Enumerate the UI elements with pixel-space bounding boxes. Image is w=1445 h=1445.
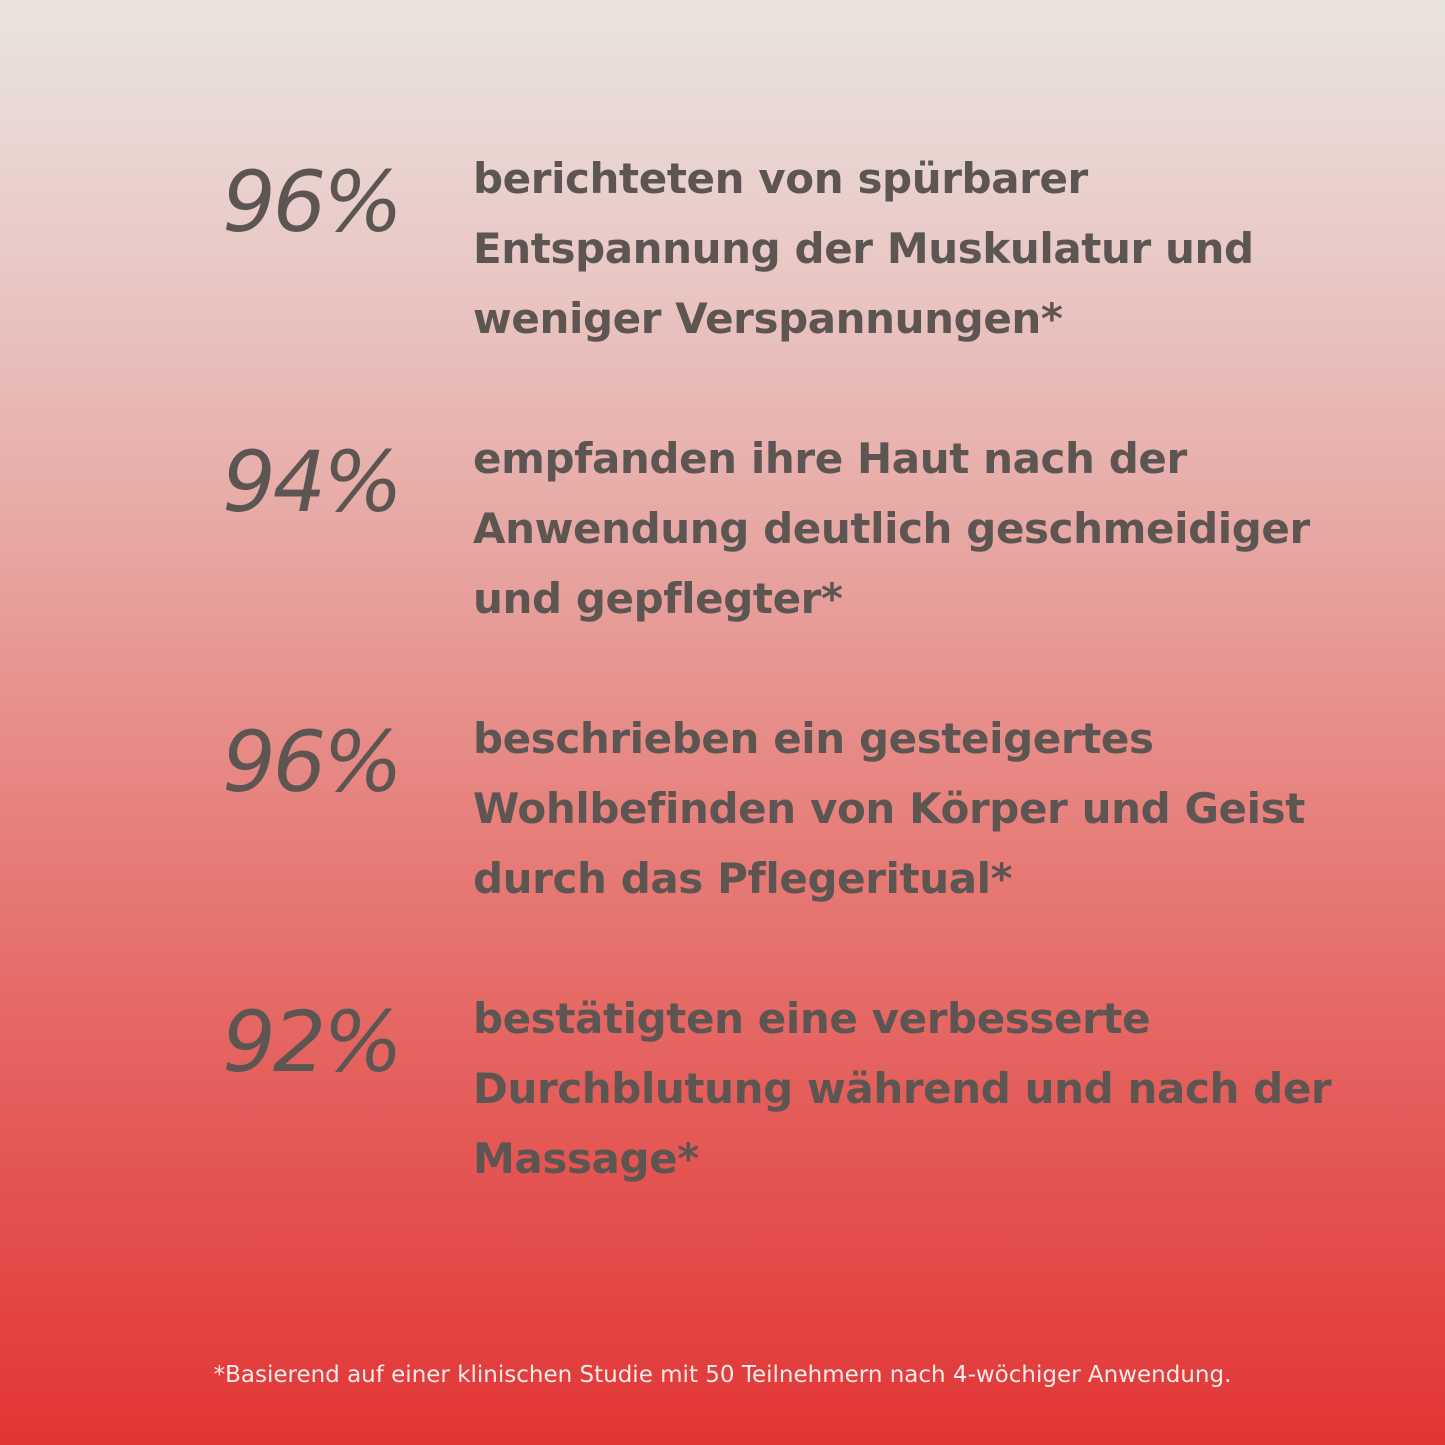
stat-description: empfanden ihre Haut nach der Anwendung d… xyxy=(473,434,1310,623)
stat-item: 96% berichteten von spürbarer Entspannun… xyxy=(0,140,1445,370)
stat-description: beschrieben ein gesteigertes Wohlbefinde… xyxy=(473,714,1305,903)
stat-percent: 92% xyxy=(222,993,403,1091)
stat-item: 92% bestätigten eine verbesserte Durchbl… xyxy=(0,980,1445,1210)
stat-percent: 96% xyxy=(222,713,403,811)
stat-item: 94% empfanden ihre Haut nach der Anwendu… xyxy=(0,420,1445,650)
stat-description: bestätigten eine verbesserte Durchblutun… xyxy=(473,994,1332,1183)
stat-percent: 96% xyxy=(222,153,403,251)
stat-percent: 94% xyxy=(222,433,403,531)
stat-item: 96% beschrieben ein gesteigertes Wohlbef… xyxy=(0,700,1445,930)
footnote: *Basierend auf einer klinischen Studie m… xyxy=(213,1362,1232,1388)
stat-description: berichteten von spürbarer Entspannung de… xyxy=(473,154,1254,343)
